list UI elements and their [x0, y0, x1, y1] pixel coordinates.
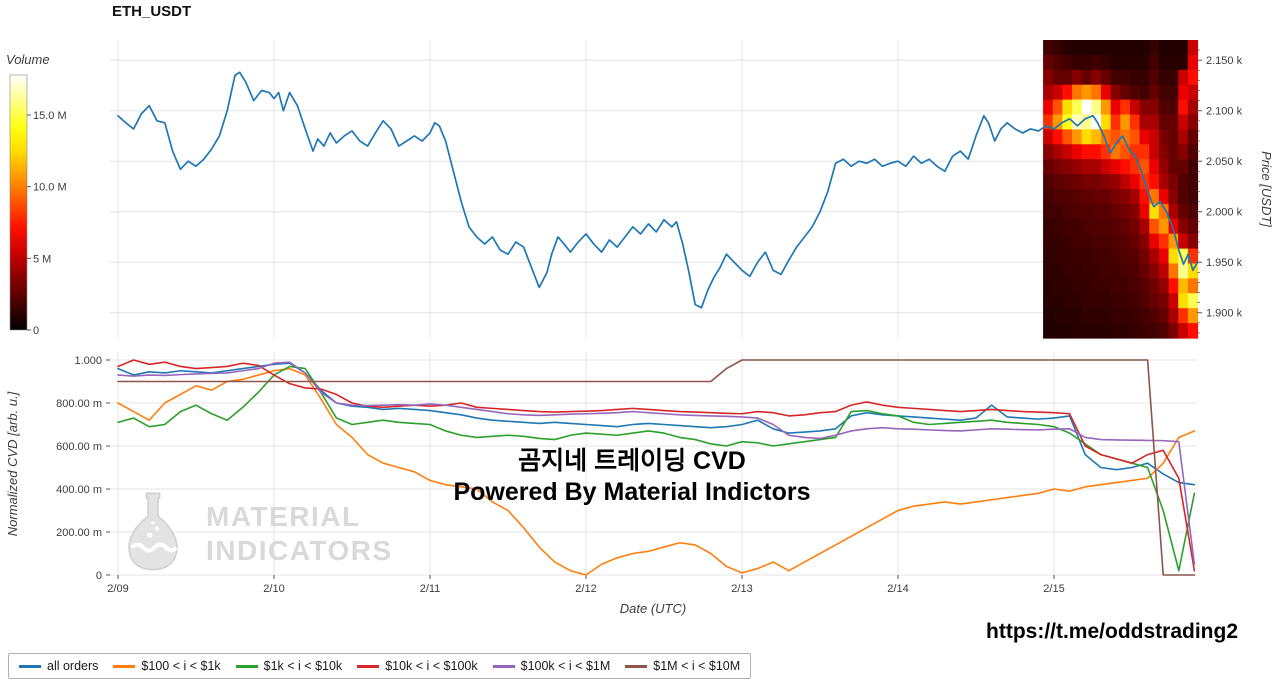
legend-label: all orders	[47, 659, 99, 673]
price-tick-label: 2.150 k	[1206, 55, 1243, 67]
legend-label: $100 < i < $1k	[141, 659, 221, 673]
legend-swatch	[625, 664, 648, 668]
legend-item: all orders	[19, 659, 98, 673]
material-indicators-watermark: MATERIAL INDICATORS	[112, 488, 393, 579]
brand-text: MATERIAL INDICATORS	[206, 500, 393, 568]
date-tick-label: 2/12	[575, 583, 596, 595]
date-tick-label: 2/10	[263, 583, 284, 595]
cvd-tick-label: 600.00 m	[56, 441, 102, 453]
price-tick-label: 2.050 k	[1206, 156, 1243, 168]
cvd-tick-label: 1.000	[74, 355, 102, 367]
cvd-tick-label: 200.00 m	[56, 527, 102, 539]
date-tick-label: 2/13	[731, 583, 752, 595]
price-tick-label: 2.100 k	[1206, 106, 1243, 118]
watermark-line-1: 곰지네 트레이딩 CVD	[518, 447, 746, 475]
price-axis-label: Price [USDT]	[1259, 151, 1274, 227]
colorbar-tick-label: 10.0 M	[33, 182, 67, 194]
page-title: ETH_USDT	[112, 3, 192, 20]
legend-item: $100k < i < $1M	[492, 659, 611, 673]
date-tick-label: 2/09	[107, 583, 128, 595]
colorbar-tick-label: 0	[33, 325, 39, 337]
cvd-tick-label: 800.00 m	[56, 398, 102, 410]
flask-icon	[112, 488, 194, 579]
legend-label: $10k < i < $100k	[385, 659, 478, 673]
legend-box: all orders $100 < i < $1k $1k < i < $10k $1…	[8, 653, 752, 679]
date-tick-label: 2/14	[887, 583, 908, 595]
watermark-line-2: Powered By Material Indictors	[453, 478, 811, 506]
volume-colorbar-label: Volume	[6, 52, 50, 67]
legend-swatch	[19, 664, 41, 668]
center-watermark: 곰지네 트레이딩 CVD Powered By Material Indicto…	[453, 446, 810, 508]
brand-line-2: INDICATORS	[206, 534, 393, 566]
telegram-url: https://t.me/oddstrading2	[986, 620, 1238, 643]
price-tick-label: 1.950 k	[1206, 257, 1243, 269]
legend-swatch	[357, 664, 380, 668]
legend-label: $1k < i < $10k	[263, 659, 343, 673]
legend-item: $100 < i < $1k	[113, 659, 221, 673]
price-tick-label: 1.900 k	[1206, 308, 1243, 320]
colorbar-tick-label: 5 M	[33, 253, 51, 265]
legend-swatch	[113, 664, 136, 668]
colorbar-tick-label: 15.0 M	[33, 110, 67, 122]
legend-item: $10k < i < $100k	[357, 659, 478, 673]
legend-item: $1M < i < $10M	[625, 659, 740, 673]
legend-swatch	[492, 664, 515, 668]
legend-item: $1k < i < $10k	[235, 659, 343, 673]
date-tick-label: 2/15	[1043, 583, 1064, 595]
legend-label: $100k < i < $1M	[520, 659, 611, 673]
date-axis-label: Date (UTC)	[620, 601, 686, 616]
legend-swatch	[235, 664, 258, 668]
price-tick-label: 2.000 k	[1206, 207, 1243, 219]
cvd-axis-label: Normalized CVD [arb. u.]	[5, 391, 20, 536]
cvd-tick-label: 400.00 m	[56, 484, 102, 496]
legend-label: $1M < i < $10M	[653, 659, 741, 673]
date-tick-label: 2/11	[420, 583, 441, 595]
brand-line-1: MATERIAL	[206, 500, 361, 532]
chart-render-layer: 2.150 k 2.100 k 2.050 k 2.000 k 1.950 k 1.900…	[9, 40, 1243, 595]
cvd-tick-label: 0	[96, 570, 102, 582]
